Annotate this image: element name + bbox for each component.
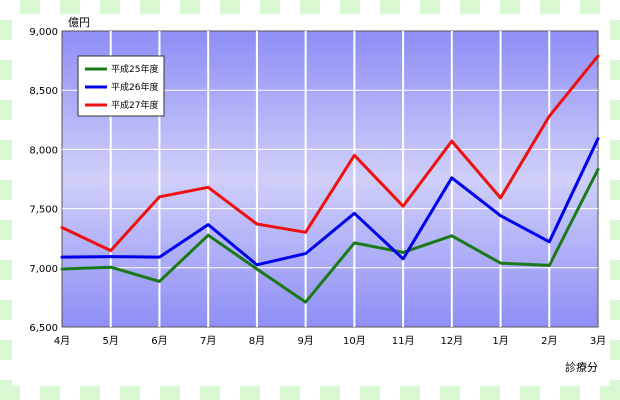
y-tick-label: 7,000 — [29, 264, 58, 275]
series-line — [60, 54, 600, 253]
x-axis-ticks: 4月 5月 6月 7月 8月 9月 10月 11月 12月 1月 2月 3月 — [54, 335, 606, 347]
x-tick-label: 2月 — [541, 335, 557, 347]
x-tick-label: 3月 — [590, 335, 606, 347]
x-tick-label: 6月 — [151, 335, 167, 347]
y-axis-title: 億円 — [68, 16, 90, 29]
line-chart: 6,500 7,000 7,500 8,000 8,500 9,000 4月 5月 6月 7月 8… — [29, 16, 606, 374]
x-tick-label: 11月 — [392, 335, 415, 347]
x-tick-label: 7月 — [200, 335, 216, 347]
x-tick-label: 8月 — [249, 335, 265, 347]
series-lines — [60, 54, 600, 304]
chart-panel: 6,500 7,000 7,500 8,000 8,500 9,000 4月 5月 6月 7月 8… — [12, 14, 610, 386]
legend-label: 平成27年度 — [111, 99, 158, 111]
y-tick-label: 8,500 — [29, 86, 58, 97]
y-tick-label: 9,000 — [29, 27, 58, 38]
x-tick-label: 4月 — [54, 335, 70, 347]
y-tick-label: 8,000 — [29, 145, 58, 156]
x-tick-label: 12月 — [440, 335, 463, 347]
x-axis-title: 診療分 — [565, 360, 598, 374]
y-tick-label: 6,500 — [29, 323, 58, 334]
x-tick-label: 10月 — [343, 335, 366, 347]
legend-label: 平成26年度 — [111, 81, 158, 93]
x-tick-label: 9月 — [297, 335, 313, 347]
series-line — [60, 168, 600, 304]
x-tick-label: 1月 — [492, 335, 508, 347]
x-tick-label: 5月 — [103, 335, 119, 347]
y-tick-label: 7,500 — [29, 205, 58, 216]
legend-label: 平成25年度 — [111, 63, 158, 75]
series-line — [60, 137, 600, 267]
y-axis-ticks: 6,500 7,000 7,500 8,000 8,500 9,000 — [29, 27, 58, 334]
